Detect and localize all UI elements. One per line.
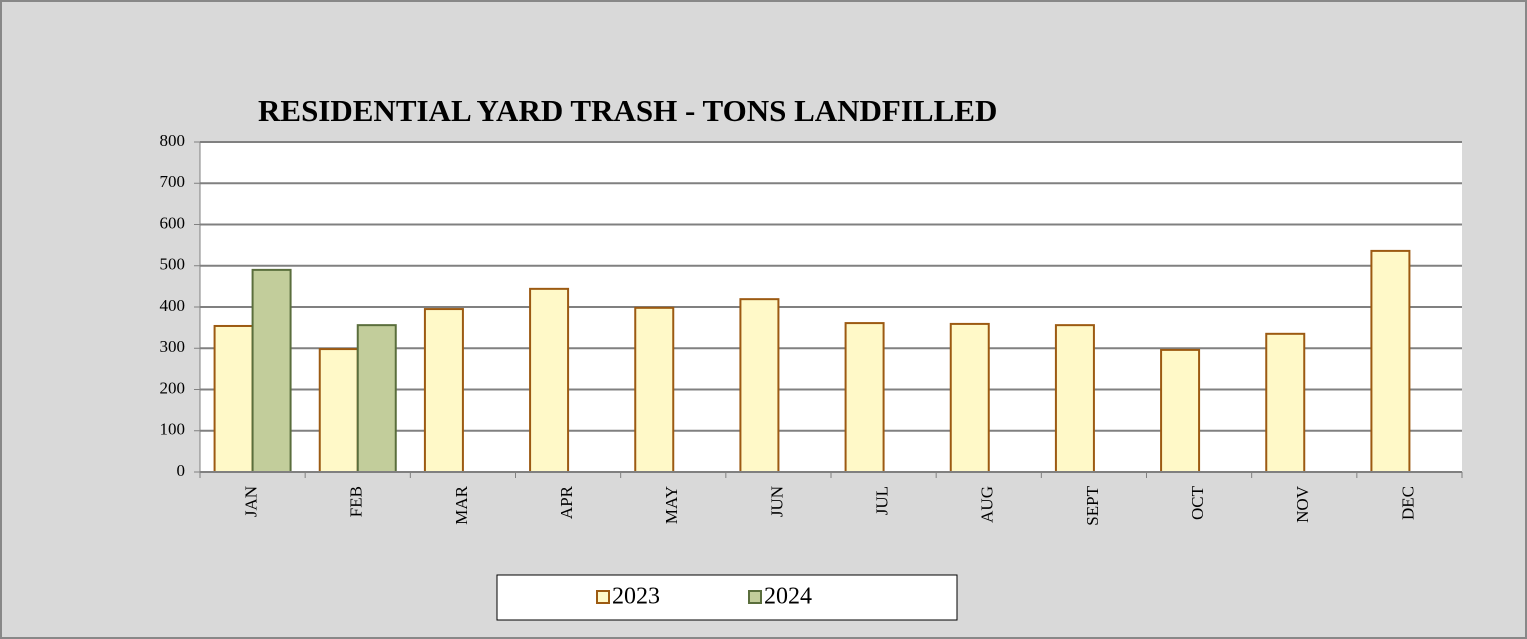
bar (634, 306, 675, 474)
bar (318, 348, 359, 474)
x-tick-label: MAR (452, 485, 471, 524)
x-tick-label: JAN (241, 486, 260, 517)
y-tick-label: 700 (160, 172, 186, 191)
x-tick-label: FEB (347, 486, 366, 517)
legend-label: 2023 (612, 584, 660, 610)
x-tick-label: OCT (1188, 485, 1207, 520)
bar (251, 268, 292, 473)
bar (529, 287, 570, 473)
x-tick-label: MAY (662, 486, 681, 524)
bar (1370, 249, 1411, 473)
bar (356, 324, 397, 473)
x-tick-label: DEC (1398, 486, 1417, 520)
legend-swatch (596, 590, 610, 604)
bar (213, 324, 254, 473)
legend-label: 2024 (764, 584, 812, 610)
bar (1265, 332, 1306, 473)
y-tick-label: 400 (160, 296, 186, 315)
bar (739, 298, 780, 473)
x-tick-label: JUN (767, 486, 786, 517)
y-tick-label: 200 (160, 378, 186, 397)
bar (844, 322, 885, 473)
x-tick-label: APR (557, 485, 576, 519)
y-tick-label: 800 (160, 131, 186, 150)
bar (1160, 348, 1201, 473)
y-tick-label: 300 (160, 337, 186, 356)
legend-swatch (748, 590, 762, 604)
bar (949, 322, 990, 473)
y-tick-label: 0 (177, 461, 186, 480)
x-tick-label: NOV (1293, 485, 1312, 523)
y-tick-label: 500 (160, 255, 186, 274)
bar (423, 308, 464, 473)
y-tick-label: 100 (160, 420, 186, 439)
bar (1054, 324, 1095, 473)
x-tick-label: SEPT (1083, 485, 1102, 525)
x-tick-label: AUG (978, 486, 997, 523)
legend-box (496, 574, 958, 621)
y-tick-label: 600 (160, 213, 186, 232)
chart-title: RESIDENTIAL YARD TRASH - TONS LANDFILLED (258, 93, 997, 128)
x-tick-label: JUL (872, 486, 891, 515)
